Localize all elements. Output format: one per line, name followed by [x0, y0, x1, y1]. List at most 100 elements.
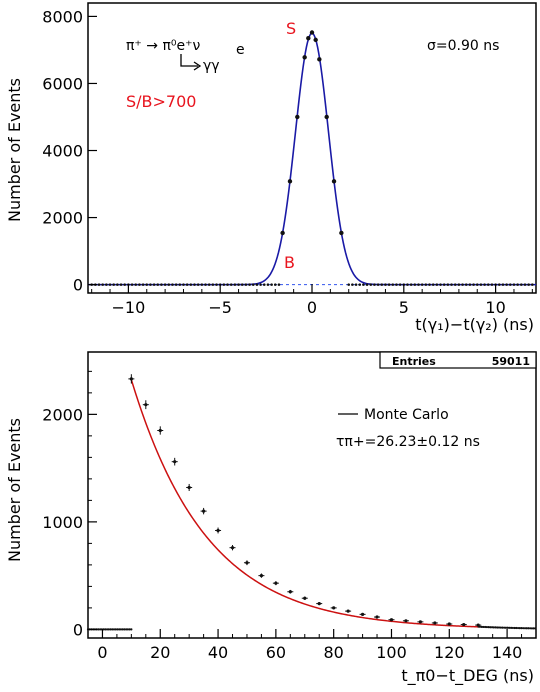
tail-point-bottom [478, 625, 482, 628]
baseline-point-top [244, 283, 248, 286]
baseline-point-bottom [118, 628, 121, 631]
tail-point-bottom [490, 626, 494, 629]
baseline-point-top [516, 283, 519, 286]
tail-point-bottom [530, 627, 534, 630]
baseline-point-top [204, 283, 207, 286]
y-tick-label-top: 0 [73, 276, 83, 295]
baseline-point-top [527, 283, 530, 286]
baseline-point-top [248, 283, 251, 286]
baseline-point-top [373, 283, 376, 286]
baseline-point-top [270, 283, 273, 286]
baseline-point-top [141, 283, 145, 286]
baseline-point-top [391, 283, 395, 286]
baseline-point-top [497, 283, 501, 286]
data-point-bottom [404, 619, 408, 623]
tail-point-bottom [532, 627, 535, 630]
baseline-point-top [251, 283, 255, 286]
tail-point-bottom [485, 625, 488, 629]
background-label: B [284, 253, 295, 272]
baseline-point-top [398, 283, 402, 286]
baseline-point-top [406, 283, 409, 286]
tail-point-bottom [489, 626, 492, 629]
tail-point-bottom [487, 626, 490, 629]
baseline-point-bottom [109, 628, 112, 631]
baseline-point-top [193, 283, 196, 286]
tail-point-bottom [513, 626, 516, 630]
tail-point-bottom [501, 626, 504, 629]
baseline-point-top [215, 283, 218, 286]
baseline-point-top [130, 283, 134, 286]
data-point-bottom [245, 561, 249, 565]
data-point-top [309, 30, 315, 35]
baseline-point-top [376, 283, 380, 286]
decay-subscript-e: e [236, 42, 245, 58]
tail-point-bottom [516, 626, 520, 630]
baseline-point-top [523, 283, 527, 286]
data-point-bottom [274, 581, 278, 585]
data-point-bottom [173, 460, 177, 464]
data-point-bottom [346, 609, 350, 613]
tail-point-bottom [492, 626, 495, 629]
panel-bottom-chart: Entries 59011 0 20 40 60 80 100 120 140 0 1000 200… [5, 351, 537, 686]
data-point-bottom [216, 528, 220, 533]
tail-point-bottom [482, 625, 485, 629]
baseline-point-top [417, 283, 420, 286]
baseline-point-bottom [99, 628, 102, 631]
tail-point-bottom [506, 626, 509, 629]
baseline-point-bottom [119, 628, 123, 631]
baseline-point-bottom [104, 628, 107, 631]
tail-point-bottom [523, 627, 527, 630]
baseline-point-top [409, 283, 413, 286]
baseline-point-top [152, 283, 156, 286]
baseline-point-top [362, 283, 365, 286]
y-axis-label-top: Number of Events [5, 78, 24, 222]
baseline-point-top [486, 283, 490, 286]
baseline-point-top [255, 283, 259, 286]
baseline-point-top [428, 283, 431, 286]
baseline-point-bottom [121, 628, 124, 631]
data-point-bottom [476, 623, 480, 627]
baseline-point-top [461, 283, 464, 286]
data-point-top [306, 36, 311, 41]
x-tick-label-top: −10 [112, 298, 146, 317]
tail-point-bottom [496, 626, 499, 629]
baseline-point-bottom [102, 628, 105, 631]
baseline-point-bottom [111, 628, 114, 631]
y-tick-label-top: 4000 [42, 142, 83, 161]
baseline-point-top [189, 283, 193, 286]
baseline-point-top [384, 283, 387, 286]
baseline-point-bottom [105, 628, 109, 631]
y-tick-label-bottom: 0 [73, 620, 83, 639]
data-point-top [280, 230, 285, 236]
x-tick-label-bottom: 140 [492, 643, 523, 662]
data-point-bottom [303, 596, 307, 600]
decay-annotation-line2: γγ [203, 58, 220, 74]
y-tick-label-bottom: 1000 [42, 513, 83, 532]
legend-label: Monte Carlo [364, 407, 449, 423]
x-axis-label-top: t(γ₁)−t(γ₂) (ns) [415, 315, 534, 334]
baseline-point-top [138, 283, 141, 286]
baseline-point-top [479, 283, 483, 286]
x-tick-label-bottom: 100 [376, 643, 407, 662]
data-point-bottom [259, 574, 264, 578]
baseline-point-top [196, 283, 200, 286]
baseline-point-top [490, 283, 494, 286]
tail-point-bottom [520, 627, 523, 630]
baseline-point-top [472, 283, 475, 286]
baseline-point-top [501, 283, 505, 286]
baseline-point-top [171, 283, 174, 286]
data-point-bottom [433, 621, 437, 625]
baseline-point-top [395, 283, 398, 286]
baseline-point-top [101, 283, 104, 286]
data-point-bottom [389, 618, 394, 622]
y-tick-label-bottom: 2000 [42, 405, 83, 424]
baseline-point-top [266, 283, 270, 286]
tail-point-bottom [534, 627, 537, 630]
data-point-top [295, 114, 300, 120]
baseline-point-top [149, 283, 152, 286]
tail-point-bottom [518, 626, 521, 630]
data-point-bottom [230, 546, 235, 550]
data-point-bottom [202, 509, 206, 513]
tail-point-bottom [484, 625, 487, 629]
